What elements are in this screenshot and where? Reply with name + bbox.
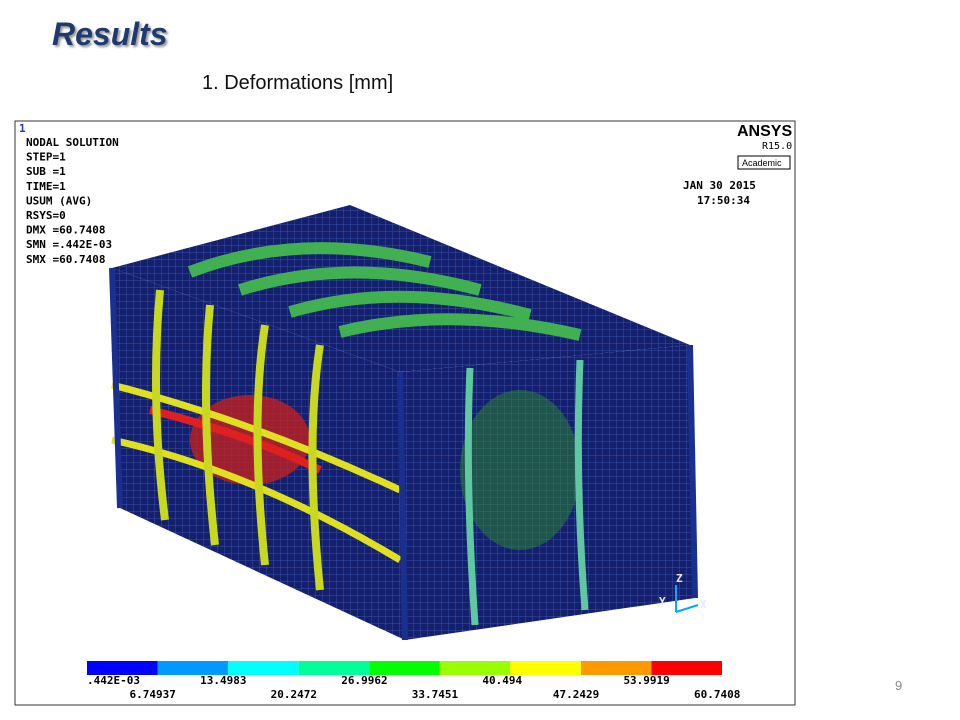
legend-label: 60.7408 bbox=[694, 688, 740, 701]
axis-x: X bbox=[700, 598, 707, 611]
legend-swatch bbox=[510, 661, 581, 675]
legend-label: 26.9962 bbox=[341, 674, 387, 687]
info-line: USUM (AVG) bbox=[26, 194, 92, 207]
legend-swatch bbox=[228, 661, 299, 675]
info-line: NODAL SOLUTION bbox=[26, 136, 119, 149]
license: Academic bbox=[742, 158, 782, 168]
info-line: DMX =60.7408 bbox=[26, 224, 105, 237]
axis-z: Z bbox=[676, 572, 683, 585]
axis-y: Y bbox=[659, 595, 666, 608]
window-number: 1 bbox=[19, 122, 26, 135]
info-line: TIME=1 bbox=[26, 180, 66, 193]
legend-label: .442E-03 bbox=[87, 674, 140, 687]
info-line: SUB =1 bbox=[26, 165, 66, 178]
legend-label: 40.494 bbox=[482, 674, 522, 687]
legend-label: 6.74937 bbox=[130, 688, 176, 701]
model bbox=[109, 205, 698, 641]
page-number: 9 bbox=[895, 678, 903, 693]
legend-label: 13.4983 bbox=[200, 674, 246, 687]
legend-swatch bbox=[369, 661, 440, 675]
triad: Z Y X bbox=[659, 572, 707, 613]
slide-subtitle: 1. Deformations [mm] bbox=[202, 72, 394, 94]
legend-swatch bbox=[87, 661, 158, 675]
slide-title: Results bbox=[52, 16, 168, 52]
legend-swatch bbox=[157, 661, 229, 675]
legend-swatch bbox=[439, 661, 511, 675]
legend-label: 20.2472 bbox=[271, 688, 317, 701]
legend-swatch bbox=[651, 661, 722, 675]
ansys-logo: ANSYS bbox=[737, 123, 792, 140]
info-line: SMX =60.7408 bbox=[26, 253, 105, 266]
legend-label: 47.2429 bbox=[553, 688, 599, 701]
legend-label: 33.7451 bbox=[412, 688, 459, 701]
license-box bbox=[737, 155, 791, 170]
time: 17:50:34 bbox=[697, 194, 750, 207]
info-line: SMN =.442E-03 bbox=[26, 238, 112, 251]
info-line: STEP=1 bbox=[26, 151, 66, 164]
release: R15.0 bbox=[762, 141, 792, 152]
legend-label: 53.9919 bbox=[623, 674, 669, 687]
date: JAN 30 2015 bbox=[683, 179, 756, 192]
legend-swatch bbox=[580, 661, 652, 675]
info-line: RSYS=0 bbox=[26, 209, 66, 222]
legend-swatch bbox=[298, 661, 370, 675]
